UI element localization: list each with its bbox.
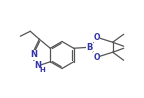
Text: O: O [93, 53, 100, 62]
Text: H: H [39, 67, 45, 73]
Text: O: O [93, 33, 100, 42]
Text: N: N [34, 61, 41, 70]
Text: N: N [30, 50, 37, 59]
Text: B: B [87, 43, 93, 52]
